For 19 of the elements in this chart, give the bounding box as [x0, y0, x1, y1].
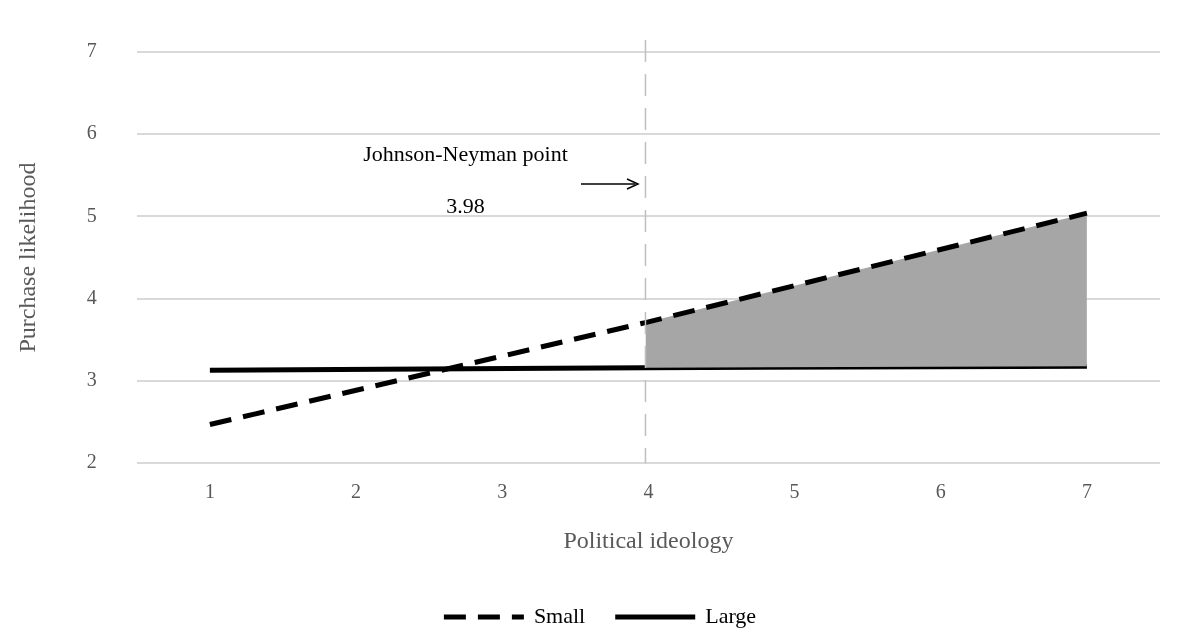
- x-tick-label: 7: [1081, 480, 1092, 503]
- x-tick-label: 5: [789, 480, 800, 503]
- x-tick-label: 1: [204, 480, 215, 503]
- y-tick-label: 3: [86, 368, 97, 391]
- x-tick-label: 6: [935, 480, 946, 503]
- y-tick-label: 5: [86, 203, 97, 226]
- x-axis-title: Political ideology: [563, 526, 734, 553]
- annotation: 3.98: [446, 192, 485, 218]
- x-tick-label: 3: [497, 480, 508, 503]
- y-tick-label: 7: [86, 39, 97, 62]
- y-tick-label: 6: [86, 121, 97, 144]
- annotation: Johnson-Neyman point: [363, 140, 568, 166]
- y-tick-label: 2: [86, 450, 97, 473]
- legend-label: Large: [705, 602, 757, 628]
- x-tick-label: 2: [351, 480, 362, 503]
- x-tick-label: 4: [643, 480, 654, 503]
- y-tick-label: 4: [86, 285, 97, 308]
- y-axis-title: Purchase likelihood: [13, 162, 40, 353]
- legend-label: Small: [533, 602, 586, 628]
